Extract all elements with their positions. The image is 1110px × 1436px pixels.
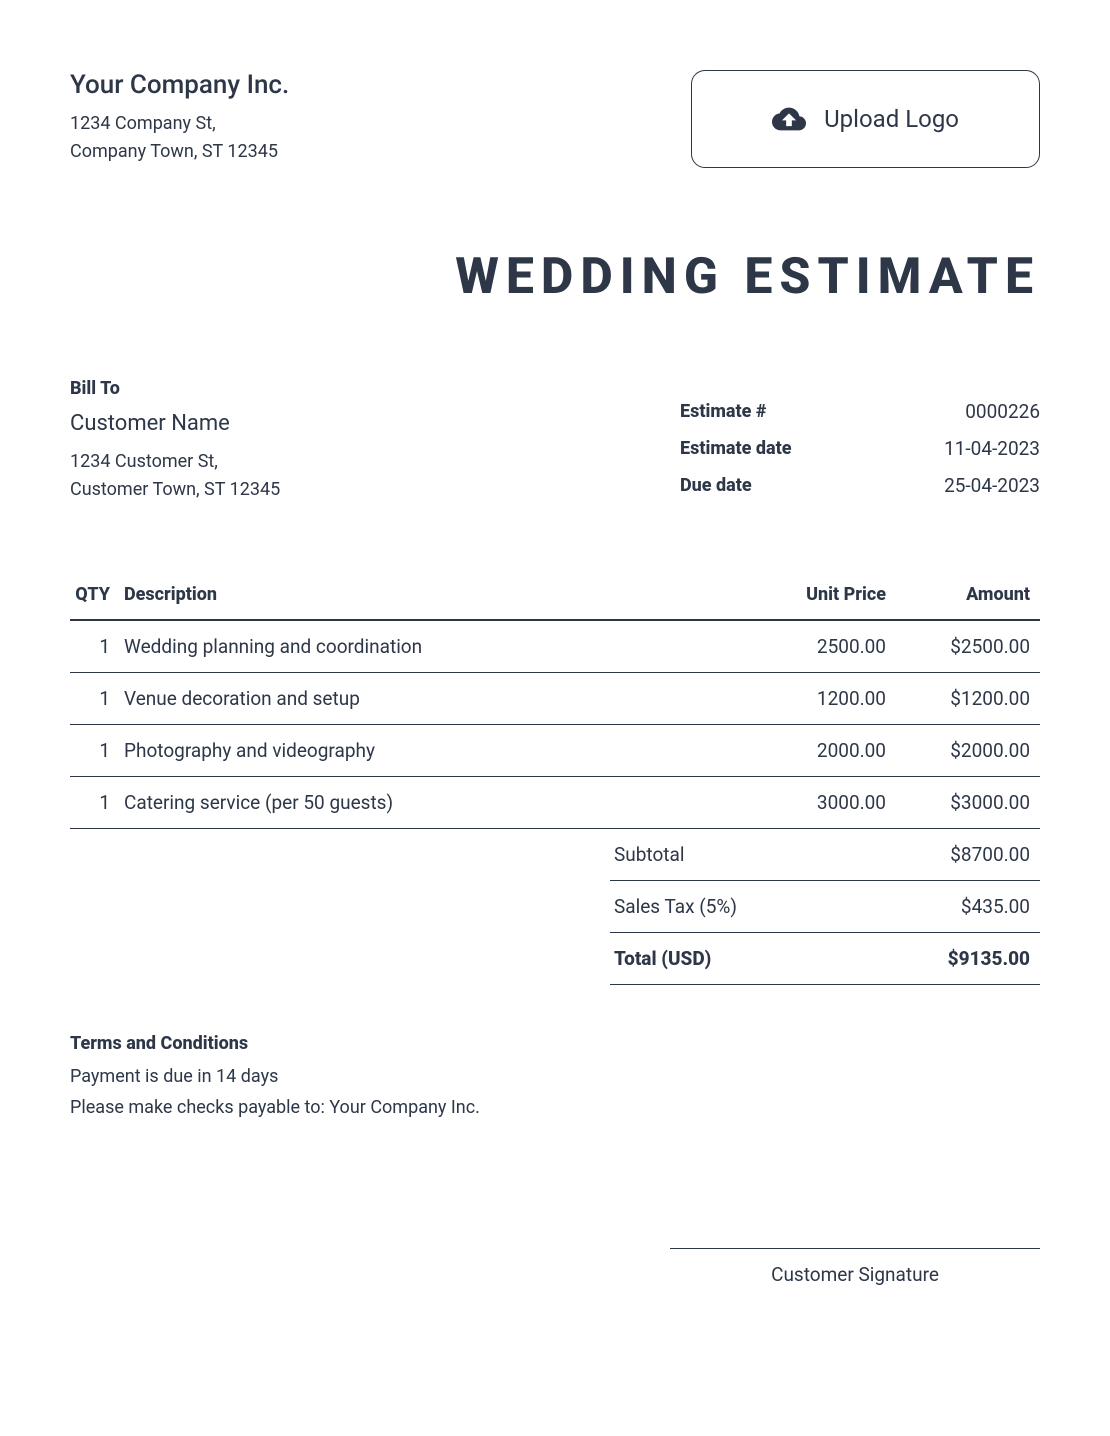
- totals: Subtotal $8700.00 Sales Tax (5%) $435.00…: [610, 829, 1040, 985]
- terms-label: Terms and Conditions: [70, 1033, 1040, 1054]
- meta-row-due-date: Due date 25-04-2023: [680, 474, 1040, 497]
- cell-unit-price: 1200.00: [720, 672, 890, 724]
- terms-section: Terms and Conditions Payment is due in 1…: [70, 1033, 1040, 1118]
- subtotal-row: Subtotal $8700.00: [610, 829, 1040, 881]
- cell-unit-price: 2500.00: [720, 620, 890, 673]
- table-row: 1 Photography and videography 2000.00 $2…: [70, 724, 1040, 776]
- cell-unit-price: 2000.00: [720, 724, 890, 776]
- due-date-label: Due date: [680, 475, 752, 496]
- tax-value: $435.00: [961, 895, 1030, 918]
- cell-unit-price: 3000.00: [720, 776, 890, 828]
- table-row: 1 Venue decoration and setup 1200.00 $12…: [70, 672, 1040, 724]
- table-row: 1 Wedding planning and coordination 2500…: [70, 620, 1040, 673]
- estimate-meta: Estimate # 0000226 Estimate date 11-04-2…: [680, 378, 1040, 504]
- company-address-line1: 1234 Company St,: [70, 110, 691, 138]
- cell-qty: 1: [70, 672, 120, 724]
- info-section: Bill To Customer Name 1234 Customer St, …: [70, 378, 1040, 504]
- cloud-upload-icon: [772, 106, 806, 132]
- company-address: 1234 Company St, Company Town, ST 12345: [70, 110, 691, 166]
- signature-line: Customer Signature: [670, 1248, 1040, 1286]
- company-info: Your Company Inc. 1234 Company St, Compa…: [70, 70, 691, 166]
- company-address-line2: Company Town, ST 12345: [70, 138, 691, 166]
- cell-description: Catering service (per 50 guests): [120, 776, 720, 828]
- cell-amount: $3000.00: [890, 776, 1040, 828]
- items-tbody: 1 Wedding planning and coordination 2500…: [70, 620, 1040, 829]
- cell-qty: 1: [70, 776, 120, 828]
- bill-to: Bill To Customer Name 1234 Customer St, …: [70, 378, 680, 504]
- table-row: 1 Catering service (per 50 guests) 3000.…: [70, 776, 1040, 828]
- th-qty: QTY: [70, 574, 120, 620]
- estimate-number-label: Estimate #: [680, 401, 766, 422]
- subtotal-label: Subtotal: [614, 843, 684, 866]
- estimate-date-label: Estimate date: [680, 438, 792, 459]
- header: Your Company Inc. 1234 Company St, Compa…: [70, 70, 1040, 168]
- items-table: QTY Description Unit Price Amount 1 Wedd…: [70, 574, 1040, 829]
- cell-amount: $2000.00: [890, 724, 1040, 776]
- cell-qty: 1: [70, 724, 120, 776]
- customer-address-line1: 1234 Customer St,: [70, 448, 680, 476]
- total-label: Total (USD): [614, 947, 711, 970]
- tax-label: Sales Tax (5%): [614, 895, 737, 918]
- cell-description: Wedding planning and coordination: [120, 620, 720, 673]
- customer-name: Customer Name: [70, 411, 680, 436]
- cell-amount: $2500.00: [890, 620, 1040, 673]
- cell-description: Venue decoration and setup: [120, 672, 720, 724]
- bill-to-label: Bill To: [70, 378, 680, 399]
- total-row: Total (USD) $9135.00: [610, 933, 1040, 985]
- cell-qty: 1: [70, 620, 120, 673]
- customer-address: 1234 Customer St, Customer Town, ST 1234…: [70, 448, 680, 504]
- meta-row-estimate-number: Estimate # 0000226: [680, 400, 1040, 423]
- total-value: $9135.00: [948, 947, 1030, 970]
- upload-logo-button[interactable]: Upload Logo: [691, 70, 1040, 168]
- due-date-value: 25-04-2023: [944, 474, 1040, 497]
- cell-description: Photography and videography: [120, 724, 720, 776]
- upload-logo-label: Upload Logo: [824, 105, 959, 133]
- company-name: Your Company Inc.: [70, 70, 691, 100]
- th-description: Description: [120, 574, 720, 620]
- cell-amount: $1200.00: [890, 672, 1040, 724]
- signature-label: Customer Signature: [771, 1263, 939, 1286]
- th-unit-price: Unit Price: [720, 574, 890, 620]
- estimate-number-value: 0000226: [965, 400, 1040, 423]
- terms-line1: Payment is due in 14 days: [70, 1066, 1040, 1087]
- customer-address-line2: Customer Town, ST 12345: [70, 476, 680, 504]
- tax-row: Sales Tax (5%) $435.00: [610, 881, 1040, 933]
- terms-line2: Please make checks payable to: Your Comp…: [70, 1097, 1040, 1118]
- subtotal-value: $8700.00: [950, 843, 1030, 866]
- meta-row-estimate-date: Estimate date 11-04-2023: [680, 437, 1040, 460]
- estimate-date-value: 11-04-2023: [944, 437, 1040, 460]
- th-amount: Amount: [890, 574, 1040, 620]
- document-title: WEDDING ESTIMATE: [70, 248, 1040, 306]
